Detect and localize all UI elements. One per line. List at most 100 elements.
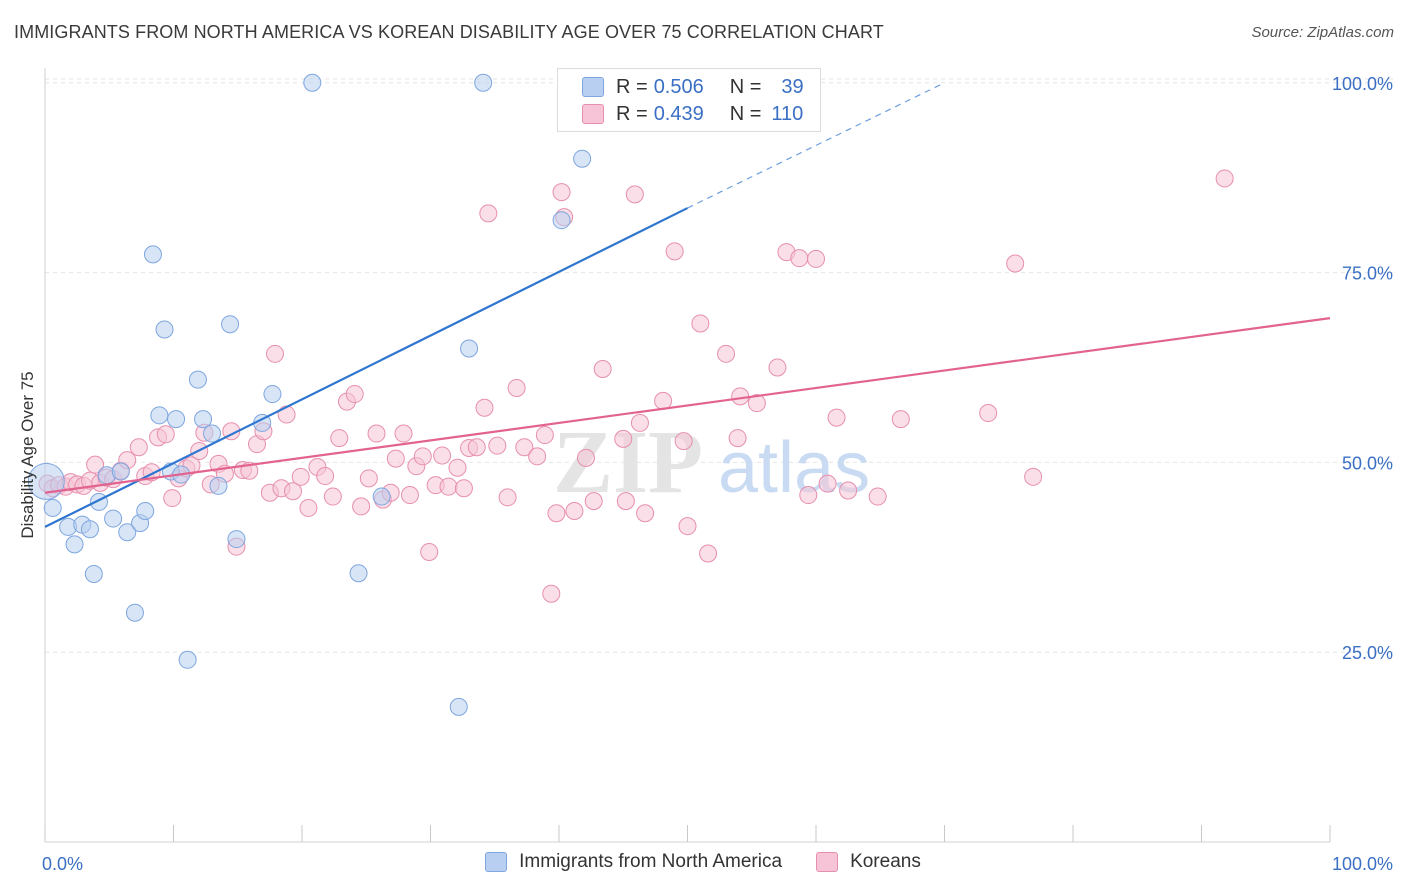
legend-r-value: 0.506 <box>653 75 704 98</box>
korean-point <box>535 426 554 445</box>
korean-point <box>868 487 887 506</box>
immigrant-point <box>221 315 240 334</box>
legend-swatch-koreans <box>582 104 604 124</box>
immigrant-point <box>65 535 84 554</box>
immigrant-point <box>43 498 62 517</box>
immigrant-point <box>460 339 479 358</box>
korean-point <box>1215 169 1234 188</box>
immigrant-point <box>125 603 144 622</box>
korean-point <box>799 486 818 505</box>
korean-point <box>674 432 693 451</box>
korean-point <box>678 517 697 536</box>
legend-item-koreans: Koreans <box>816 851 921 873</box>
korean-point <box>636 504 655 523</box>
korean-point <box>163 489 182 508</box>
korean-point <box>747 394 766 413</box>
korean-point <box>488 436 507 455</box>
x-tick-label: 0.0% <box>42 854 83 874</box>
immigrant-point <box>188 370 207 389</box>
legend-n-value: 39 <box>781 75 804 98</box>
korean-point <box>433 446 452 465</box>
korean-point <box>891 410 910 429</box>
korean-point <box>768 358 787 377</box>
korean-point <box>386 449 405 468</box>
korean-point <box>367 424 386 443</box>
korean-point <box>839 481 858 500</box>
korean-point <box>291 467 310 486</box>
korean-point <box>479 204 498 223</box>
korean-point <box>359 469 378 488</box>
korean-point <box>400 486 419 505</box>
korean-point <box>448 458 467 477</box>
korean-point <box>790 249 809 268</box>
gridlines <box>45 78 1395 653</box>
immigrant-point <box>263 385 282 404</box>
korean-point <box>576 448 595 467</box>
immigrant-point <box>349 564 368 583</box>
korean-point <box>593 360 612 379</box>
korean-point <box>345 385 364 404</box>
korean-point <box>614 429 633 448</box>
korean-point <box>728 429 747 448</box>
korean-point <box>330 429 349 448</box>
korean-point <box>515 438 534 457</box>
immigrant-point <box>203 424 222 443</box>
korean-point <box>616 492 635 511</box>
immigrant-point <box>136 501 155 520</box>
legend-r-value: 0.439 <box>653 102 704 125</box>
legend-n-label: N = <box>729 75 762 98</box>
legend-n-value: 110 <box>771 102 804 125</box>
immigrant-point <box>178 650 197 669</box>
korean-point <box>454 479 473 498</box>
korean-point <box>86 455 105 474</box>
korean-point <box>413 447 432 466</box>
immigrant-point <box>155 320 174 339</box>
korean-point <box>630 413 649 432</box>
immigrant-point <box>104 509 123 528</box>
korean-point <box>665 242 684 261</box>
legend-swatch-koreans <box>816 852 839 872</box>
tick-labels: 25.0% 50.0% 75.0% 100.0% 0.0% 100.0% <box>42 74 1393 874</box>
korean-point <box>827 408 846 427</box>
korean-point <box>1006 254 1025 273</box>
korean-point <box>528 447 547 466</box>
legend-n-label: N = <box>729 102 762 125</box>
korean-point <box>542 584 561 603</box>
korean-point <box>654 391 673 410</box>
x-tick-label: 100.0% <box>1332 854 1393 874</box>
korean-point <box>394 424 413 443</box>
korean-point <box>498 488 517 507</box>
legend-row-koreans: R = 0.439 N = 110 <box>582 101 803 127</box>
correlation-legend: R = 0.506 N = 39 R = 0.439 N = 110 <box>557 68 821 132</box>
korean-point <box>323 487 342 506</box>
axes <box>44 68 1331 843</box>
y-tick-label: 100.0% <box>1332 74 1393 94</box>
koreans-trendline <box>44 317 1331 494</box>
korean-point <box>507 378 526 397</box>
korean-point <box>467 438 486 457</box>
immigrant-point <box>303 73 322 92</box>
legend-row-immigrants: R = 0.506 N = 39 <box>582 74 804 100</box>
korean-point <box>299 498 318 517</box>
korean-point <box>316 467 335 486</box>
series-legend: Immigrants from North America Koreans <box>0 851 1406 873</box>
legend-swatch-immigrants <box>582 77 604 97</box>
korean-point <box>625 185 644 204</box>
immigrant-point <box>194 410 213 429</box>
immigrant-point <box>84 564 103 583</box>
korean-point <box>266 344 285 363</box>
korean-point <box>547 504 566 523</box>
y-axis-label: Disability Age Over 75 <box>18 371 37 538</box>
y-tick-label: 75.0% <box>1342 264 1393 284</box>
korean-point <box>717 344 736 363</box>
korean-point <box>420 542 439 561</box>
trendlines <box>44 82 1331 528</box>
immigrant-point <box>118 523 137 542</box>
chart-title: IMMIGRANTS FROM NORTH AMERICA VS KOREAN … <box>14 22 884 42</box>
y-tick-label: 50.0% <box>1342 453 1393 473</box>
korean-point <box>439 477 458 496</box>
korean-point <box>818 474 837 493</box>
source-label: Source: ZipAtlas.com <box>1251 24 1394 41</box>
korean-point <box>584 492 603 511</box>
